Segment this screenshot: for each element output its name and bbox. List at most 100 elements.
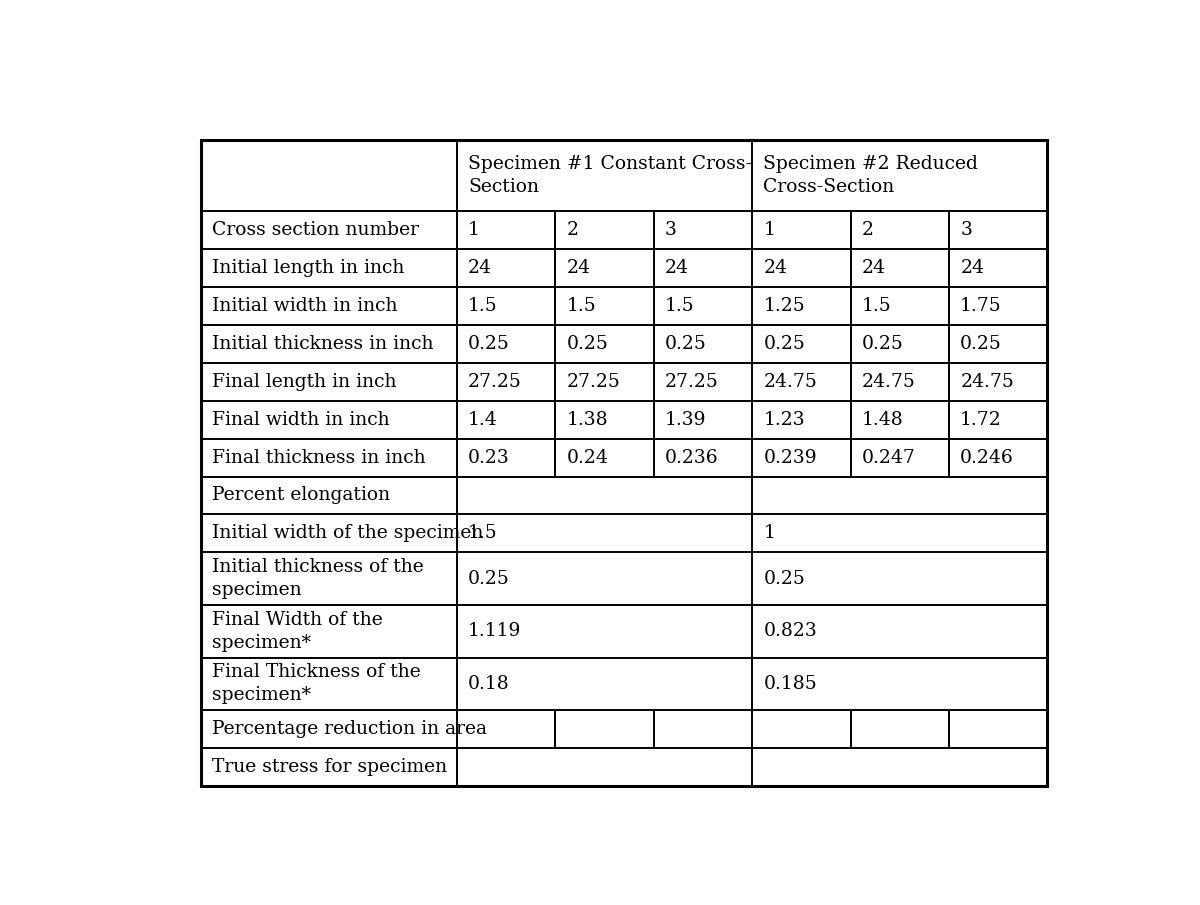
Bar <box>949 363 1048 401</box>
Bar <box>202 439 457 477</box>
Bar <box>202 552 457 605</box>
Text: 0.246: 0.246 <box>960 449 1014 467</box>
Text: 1.119: 1.119 <box>468 623 522 640</box>
Bar <box>851 325 949 363</box>
Bar <box>851 439 949 477</box>
Bar <box>457 249 556 287</box>
Bar <box>457 363 556 401</box>
Bar <box>457 552 752 605</box>
Text: Final Thickness of the
specimen*: Final Thickness of the specimen* <box>212 663 421 704</box>
Bar <box>654 211 752 249</box>
Bar <box>851 287 949 325</box>
Bar <box>457 477 752 514</box>
Bar <box>457 287 556 325</box>
Bar <box>949 710 1048 748</box>
Text: 3: 3 <box>665 221 677 239</box>
Text: 1.39: 1.39 <box>665 411 707 429</box>
Text: Final width in inch: Final width in inch <box>212 411 390 429</box>
Bar <box>851 249 949 287</box>
Text: 27.25: 27.25 <box>665 373 719 391</box>
Text: Specimen #2 Reduced
Cross-Section: Specimen #2 Reduced Cross-Section <box>763 155 978 196</box>
Text: 1: 1 <box>468 221 480 239</box>
Text: 0.23: 0.23 <box>468 449 510 467</box>
Text: 0.25: 0.25 <box>763 335 805 353</box>
Text: 1.4: 1.4 <box>468 411 498 429</box>
Bar <box>457 710 556 748</box>
Bar <box>752 363 851 401</box>
Text: 24.75: 24.75 <box>763 373 817 391</box>
Text: Percent elongation: Percent elongation <box>212 487 390 504</box>
Bar <box>457 401 556 439</box>
Bar <box>202 710 457 748</box>
Bar <box>851 710 949 748</box>
Bar <box>949 287 1048 325</box>
Text: True stress for specimen: True stress for specimen <box>212 758 448 776</box>
Text: 2: 2 <box>862 221 874 239</box>
Text: 0.823: 0.823 <box>763 623 817 640</box>
Bar <box>457 211 556 249</box>
Text: 24: 24 <box>665 259 689 277</box>
Text: 3: 3 <box>960 221 972 239</box>
Bar <box>202 658 457 710</box>
Text: Specimen #1 Constant Cross-
Section: Specimen #1 Constant Cross- Section <box>468 155 752 196</box>
Text: 0.239: 0.239 <box>763 449 817 467</box>
Text: 1.48: 1.48 <box>862 411 904 429</box>
Bar <box>654 363 752 401</box>
Text: 1.5: 1.5 <box>468 524 498 542</box>
Bar <box>202 748 457 786</box>
Text: 1.5: 1.5 <box>665 297 695 315</box>
Bar <box>752 140 1048 211</box>
Text: 0.25: 0.25 <box>665 335 707 353</box>
Text: 0.236: 0.236 <box>665 449 719 467</box>
Text: 0.25: 0.25 <box>862 335 904 353</box>
Bar <box>202 363 457 401</box>
Text: 0.18: 0.18 <box>468 675 510 693</box>
Bar <box>457 439 556 477</box>
Bar <box>654 401 752 439</box>
Bar <box>457 140 752 211</box>
Bar <box>752 748 1048 786</box>
Bar <box>556 401 654 439</box>
Bar <box>457 325 556 363</box>
Text: 1.5: 1.5 <box>862 297 892 315</box>
Bar <box>752 552 1048 605</box>
Text: Percentage reduction in area: Percentage reduction in area <box>212 720 487 738</box>
Bar <box>202 325 457 363</box>
Text: 1.72: 1.72 <box>960 411 1002 429</box>
Text: 1.38: 1.38 <box>566 411 608 429</box>
Text: 2: 2 <box>566 221 578 239</box>
Bar <box>202 401 457 439</box>
Text: 1.5: 1.5 <box>566 297 596 315</box>
Text: 0.25: 0.25 <box>960 335 1002 353</box>
Bar <box>202 605 457 658</box>
Bar <box>851 211 949 249</box>
Bar <box>202 514 457 552</box>
Bar <box>949 249 1048 287</box>
Bar <box>457 605 752 658</box>
Bar <box>654 325 752 363</box>
Bar <box>556 710 654 748</box>
Bar <box>949 401 1048 439</box>
Text: 24: 24 <box>566 259 590 277</box>
Text: Initial thickness of the
specimen: Initial thickness of the specimen <box>212 558 424 599</box>
Text: 24.75: 24.75 <box>960 373 1014 391</box>
Bar <box>654 249 752 287</box>
Text: 0.25: 0.25 <box>468 569 510 587</box>
Text: 27.25: 27.25 <box>566 373 620 391</box>
Bar <box>202 477 457 514</box>
Bar <box>752 658 1048 710</box>
Text: 1: 1 <box>763 221 775 239</box>
Text: 1.5: 1.5 <box>468 297 498 315</box>
Bar <box>457 658 752 710</box>
Bar <box>949 439 1048 477</box>
Bar <box>556 211 654 249</box>
Text: Initial width of the specimen: Initial width of the specimen <box>212 524 484 542</box>
Text: 24: 24 <box>468 259 492 277</box>
Text: 0.25: 0.25 <box>763 569 805 587</box>
Bar <box>752 605 1048 658</box>
Text: 0.247: 0.247 <box>862 449 916 467</box>
Bar <box>752 477 1048 514</box>
Bar <box>457 748 752 786</box>
Bar <box>752 514 1048 552</box>
Bar <box>752 287 851 325</box>
